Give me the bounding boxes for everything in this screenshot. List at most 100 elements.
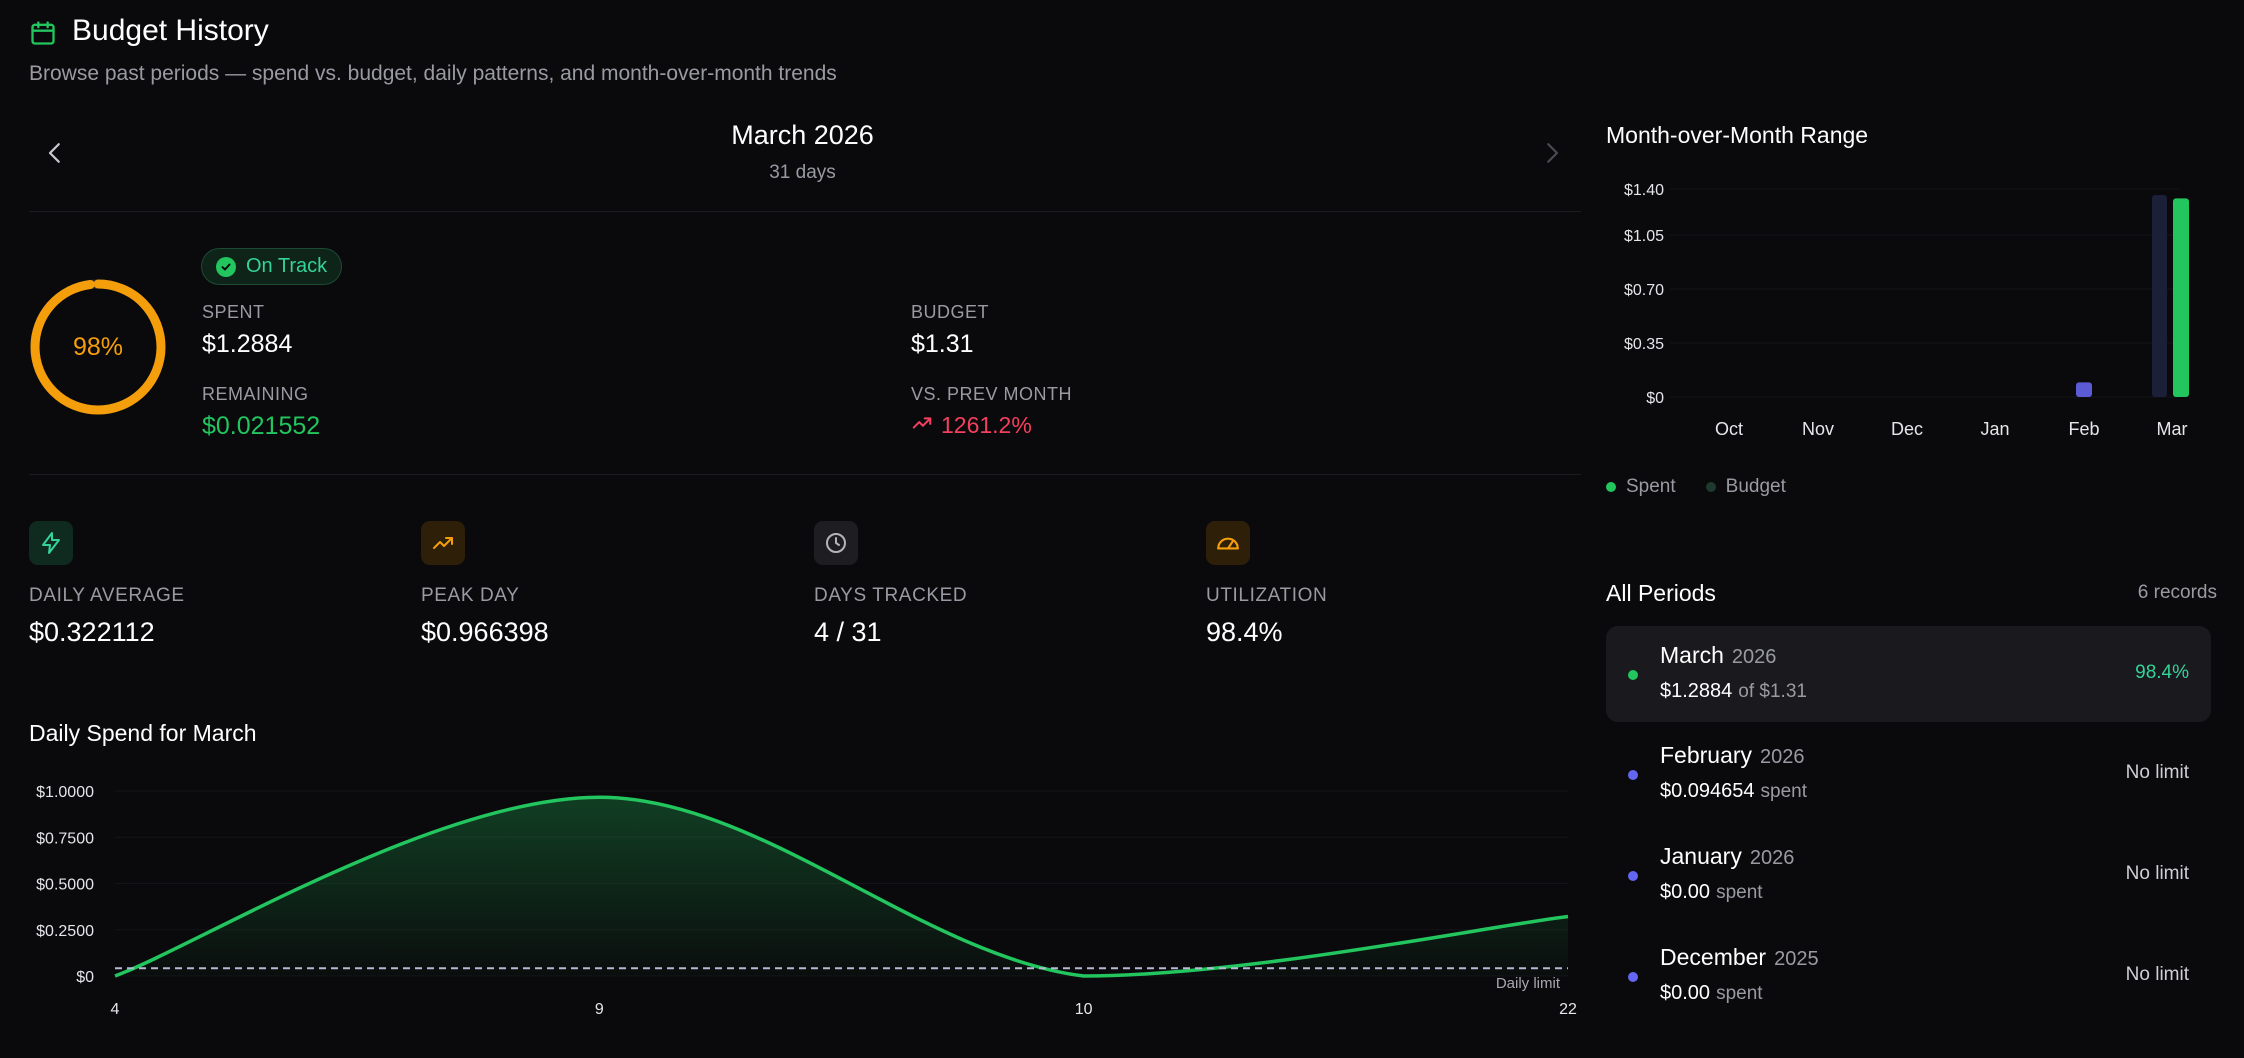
chevron-left-icon (48, 143, 60, 163)
gauge-percent: 98% (72, 332, 124, 361)
period-row-february[interactable]: February 2026 $0.094654 spent No limit (1606, 726, 2211, 822)
gauge-icon (1206, 521, 1250, 565)
stat-card-daily-average: DAILY AVERAGE $0.322112 (29, 521, 185, 648)
prev-month-change: 1261.2% (911, 412, 1032, 439)
budget-bar (2152, 195, 2167, 397)
y-tick-label: $0.35 (1624, 336, 1664, 353)
remaining-value: $0.021552 (202, 412, 321, 440)
stat-value: $0.966398 (421, 617, 549, 647)
y-tick-label: $1.05 (1624, 228, 1664, 245)
period-amount: $1.2884 (1660, 680, 1733, 702)
period-amount: $0.094654 (1660, 780, 1755, 802)
stat-card-peak-day: PEAK DAY $0.966398 (421, 521, 549, 648)
divider (29, 474, 1581, 475)
spent-label: SPENT (202, 302, 265, 322)
spent-bar (2076, 382, 2092, 397)
x-tick-label: 10 (1075, 1001, 1093, 1018)
trending-up-icon (421, 521, 465, 565)
lightning-icon (29, 521, 73, 565)
y-tick-label: $0.7500 (36, 830, 94, 847)
period-row-march[interactable]: March 2026 $1.2884 of $1.31 98.4% (1606, 626, 2211, 722)
period-year: 2026 (1731, 646, 1777, 668)
period-month: February (1660, 742, 1753, 768)
period-suffix: spent (1716, 882, 1763, 903)
prev-month-value: 1261.2% (941, 412, 1032, 438)
stat-value: 98.4% (1206, 617, 1283, 647)
period-utilization: 98.4% (2135, 662, 2189, 683)
x-tick-label: Feb (2068, 419, 2099, 439)
y-tick-label: $0 (1646, 390, 1664, 407)
period-year: 2025 (1774, 948, 1819, 970)
status-dot (1628, 972, 1638, 982)
utilization-gauge: 98% (27, 276, 169, 418)
x-tick-label: 4 (111, 1001, 120, 1018)
daily-spend-chart: $0 $0.2500 $0.5000 $0.7500 $1.0000 4 9 10 22 Dail… (36, 784, 1577, 1018)
stat-label: PEAK DAY (421, 585, 520, 606)
mom-chart-title: Month-over-Month Range (1606, 122, 1869, 148)
page-title: Budget History (72, 14, 269, 47)
y-tick-label: $1.0000 (36, 784, 94, 801)
trending-up-icon (911, 412, 933, 439)
period-limit: No limit (2125, 762, 2189, 783)
status-dot (1628, 770, 1638, 780)
calendar-icon (29, 19, 57, 47)
records-count: 6 records (2137, 582, 2217, 603)
x-tick-label: Nov (1802, 419, 1834, 439)
budget-label: BUDGET (911, 302, 990, 322)
previous-period-button[interactable] (40, 138, 70, 168)
chevron-right-icon (1547, 143, 1559, 163)
x-tick-label: Jan (1980, 419, 2009, 439)
all-periods-title: All Periods (1606, 580, 1716, 606)
spend-area (115, 797, 1568, 976)
status-dot (1628, 871, 1638, 881)
status-text: On Track (246, 255, 328, 277)
spent-bar (2173, 198, 2189, 397)
y-tick-label: $0 (76, 969, 94, 986)
daily-limit-label: Daily limit (1496, 975, 1561, 992)
stat-card-days-tracked: DAYS TRACKED 4 / 31 (814, 521, 967, 648)
period-limit: No limit (2125, 863, 2189, 884)
remaining-label: REMAINING (202, 384, 309, 404)
stat-card-utilization: UTILIZATION 98.4% (1206, 521, 1327, 648)
y-tick-label: $0.5000 (36, 877, 94, 894)
stat-value: $0.322112 (29, 617, 155, 647)
period-row-december[interactable]: December 2025 $0.00 spent No limit (1606, 928, 2211, 1024)
period-suffix: spent (1716, 983, 1763, 1004)
prev-month-label: VS. PREV MONTH (911, 384, 1073, 404)
period-row-january[interactable]: January 2026 $0.00 spent No limit (1606, 827, 2211, 923)
period-month: January (1660, 843, 1742, 869)
spend-line (114, 795, 1569, 978)
period-title: March 2026 (731, 120, 874, 150)
daily-chart-title: Daily Spend for March (29, 720, 257, 746)
divider (29, 211, 1581, 212)
month-over-month-chart: $0 $0.35 $0.70 $1.05 $1.40 Oct Nov Dec Jan Feb Mar (1624, 182, 2189, 439)
period-year: 2026 (1749, 847, 1795, 869)
legend-budget: Budget (1705, 476, 1786, 498)
legend-spent: Spent (1606, 476, 1676, 498)
x-tick-label: 22 (1559, 1001, 1577, 1018)
next-period-button[interactable] (1537, 138, 1567, 168)
period-month: December (1660, 944, 1767, 970)
budget-value: $1.31 (911, 330, 974, 358)
x-tick-label: 9 (595, 1001, 604, 1018)
period-year: 2026 (1760, 746, 1805, 768)
page-subtitle: Browse past periods — spend vs. budget, … (29, 62, 837, 85)
period-days: 31 days (769, 162, 836, 183)
spent-value: $1.2884 (202, 330, 293, 358)
status-dot (1628, 670, 1638, 680)
stat-label: DAILY AVERAGE (29, 585, 185, 606)
stat-label: DAYS TRACKED (814, 585, 968, 606)
x-tick-label: Mar (2157, 419, 2188, 439)
period-amount: $0.00 (1660, 982, 1711, 1004)
period-suffix: spent (1760, 781, 1808, 802)
period-limit: No limit (2125, 964, 2189, 985)
stat-value: 4 / 31 (814, 617, 882, 647)
status-badge: On Track (201, 248, 343, 285)
y-tick-label: $0.2500 (36, 923, 94, 940)
period-suffix: of $1.31 (1738, 681, 1807, 702)
check-circle-icon (216, 256, 236, 277)
period-month: March (1660, 642, 1724, 668)
x-tick-label: Dec (1891, 419, 1923, 439)
period-amount: $0.00 (1660, 881, 1711, 903)
stat-label: UTILIZATION (1206, 585, 1328, 606)
